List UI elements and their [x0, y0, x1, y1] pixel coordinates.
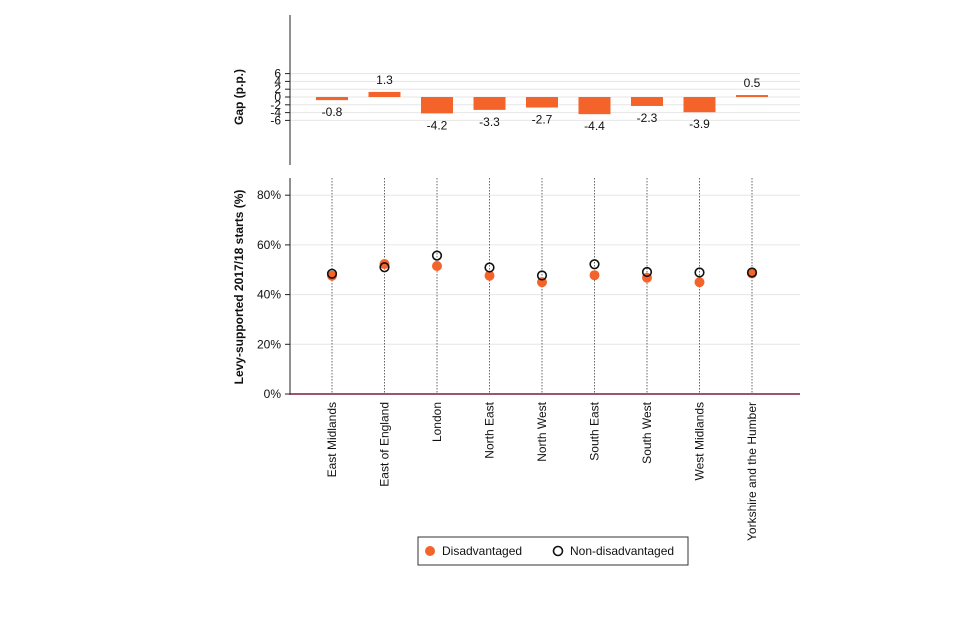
category-label: London: [430, 402, 444, 442]
gap-bar: [421, 97, 453, 114]
gap-bar: [368, 91, 401, 97]
legend: Disadvantaged Non-disadvantaged: [417, 536, 689, 566]
legend-label-non-disadvantaged: Non-disadvantaged: [570, 544, 674, 558]
gap-y-tick-label: 4: [274, 74, 281, 88]
starts-y-tick-label: 40%: [257, 288, 281, 302]
starts-y-axis-label: Levy-supported 2017/18 starts (%): [232, 190, 246, 385]
starts-y-tick-label: 0%: [264, 387, 282, 401]
gap-bar: [473, 97, 506, 110]
legend-marker-non-disadvantaged: [552, 545, 564, 557]
starts-y-tick-label: 80%: [257, 188, 281, 202]
point-non-disadvantaged: [431, 250, 443, 261]
gap-value-label: -2.3: [637, 111, 658, 125]
category-label: South West: [640, 401, 654, 463]
point-disadvantaged: [327, 270, 337, 281]
gap-value-label: 1.3: [376, 73, 393, 87]
gap-bar: [578, 97, 611, 115]
gap-bar: [683, 97, 716, 113]
gap-bar: [736, 95, 768, 97]
chart-background: [208, 0, 816, 570]
point-non-disadvantaged: [326, 268, 338, 279]
gap-bar: [316, 97, 348, 101]
gap-value-label: -3.9: [689, 117, 710, 131]
gap-y-axis-label: Gap (p.p.): [232, 69, 246, 125]
point-non-disadvantaged: [694, 267, 705, 278]
point-disadvantaged: [432, 261, 442, 272]
gap-y-tick-label: 2: [274, 82, 281, 96]
point-non-disadvantaged: [379, 262, 390, 273]
category-label: East Midlands: [325, 402, 339, 477]
point-disadvantaged: [484, 270, 495, 281]
starts-y-tick-label: 60%: [257, 238, 281, 252]
gap-y-tick-label: 0: [274, 90, 281, 104]
gap-value-label: -4.4: [584, 119, 605, 133]
legend-marker-disadvantaged: [425, 546, 435, 556]
gap-bar: [631, 97, 663, 106]
gap-value-label: -2.7: [532, 113, 553, 127]
starts-panel: 0% 20% 40% 60% 80% Levy-supported 2017/18 st…: [232, 178, 800, 541]
category-label: North East: [483, 401, 497, 458]
gap-bar: [526, 97, 558, 108]
point-non-disadvantaged: [484, 262, 495, 273]
gap-value-label: 0.5: [744, 76, 761, 90]
gap-y-tick-label: -4: [270, 106, 281, 120]
point-non-disadvantaged: [641, 266, 653, 278]
gap-value-label: -4.2: [427, 118, 448, 132]
starts-y-tick-label: 20%: [257, 337, 281, 351]
category-label: West Midlands: [693, 402, 707, 480]
point-disadvantaged: [379, 259, 390, 270]
category-label: East of England: [378, 402, 392, 487]
point-non-disadvantaged: [589, 259, 600, 270]
category-label: Yorkshire and the Humber: [745, 402, 759, 541]
gap-y-tick-label: -2: [270, 98, 281, 112]
gap-value-label: -0.8: [322, 105, 343, 119]
category-label: North West: [535, 401, 549, 461]
point-disadvantaged: [694, 277, 705, 288]
category-label: South East: [588, 401, 602, 460]
point-disadvantaged: [589, 270, 600, 281]
point-non-disadvantaged: [746, 267, 758, 278]
gap-value-label: -3.3: [479, 115, 500, 129]
gap-y-tick-label: 6: [274, 67, 281, 81]
point-non-disadvantaged: [536, 270, 548, 281]
legend-label-disadvantaged: Disadvantaged: [442, 544, 522, 558]
gap-y-tick-label: -6: [270, 113, 281, 127]
